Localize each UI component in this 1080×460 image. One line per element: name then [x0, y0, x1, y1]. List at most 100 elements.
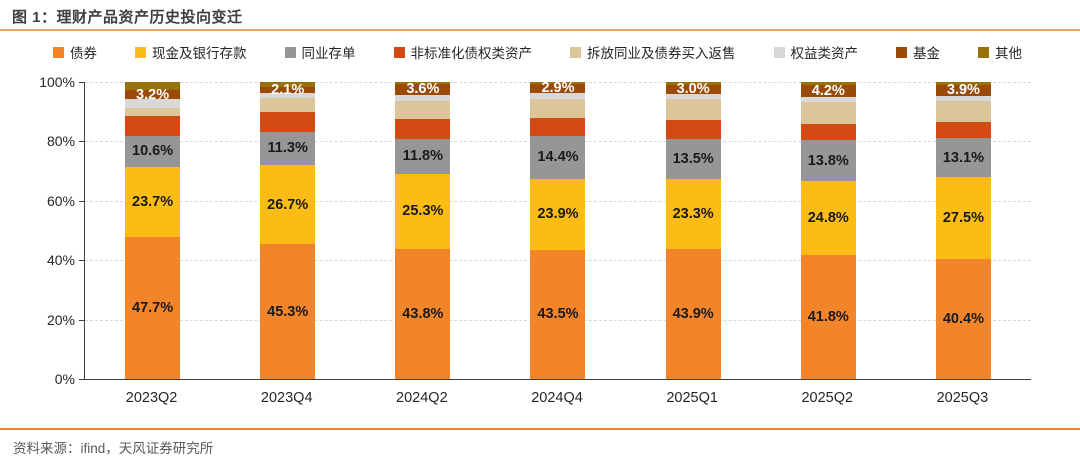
legend-item: 非标准化债权类资产 [393, 42, 532, 62]
x-tick-label: 2025Q3 [936, 390, 989, 406]
bar-segment: 3.6% [395, 81, 451, 98]
bar-segment: 3.9% [935, 83, 991, 97]
plot-area: 0% 20% 40% 60% 80% 100% 47.7% 23.7% 10.6% 3.2% 45.… [39, 74, 1031, 387]
bar-slot: 43.5% 23.9% 14.4% 2.9% [490, 81, 625, 379]
bar-segment [935, 121, 991, 139]
bar-segment [395, 119, 451, 139]
bar-segment: 14.4% [530, 136, 586, 179]
y-tick-label: 0% [54, 371, 75, 387]
bar-segment: 24.8% [800, 181, 856, 255]
bar-segment [800, 97, 856, 102]
bar-column: 41.8% 24.8% 13.8% 4.2% [800, 82, 856, 379]
legend-item: 现金及银行存款 [135, 42, 247, 62]
bar-segment: 11.3% [260, 131, 316, 166]
bar-segment: 13.5% [665, 139, 721, 180]
legend-item: 拆放同业及债券买入返售 [570, 42, 736, 62]
legend-item: 基金 [896, 42, 940, 62]
footer-divider [0, 428, 1080, 430]
bar-column: 43.8% 25.3% 11.8% 3.6% [395, 81, 451, 379]
bar-segment: 4.2% [800, 82, 856, 99]
bar-segment: 27.5% [935, 177, 991, 260]
x-tick-label: 2023Q2 [125, 390, 178, 406]
bar-segment [665, 93, 721, 100]
bar-segment [665, 82, 721, 86]
segment-data-label: 23.3% [672, 205, 714, 222]
bar-segment [530, 82, 586, 85]
bar-segment [800, 101, 856, 124]
segment-data-label: 11.8% [402, 148, 444, 165]
bar-segment [260, 93, 316, 99]
legend-item: 其他 [978, 42, 1022, 62]
segment-data-label: 43.5% [537, 306, 579, 323]
bar-segment [935, 82, 991, 85]
segment-data-label: 3.2% [136, 86, 170, 103]
bar-column: 43.9% 23.3% 13.5% 3.0% [665, 82, 721, 379]
bar-slot: 47.7% 23.7% 10.6% 3.2% [85, 82, 220, 379]
bar-segment [125, 107, 181, 116]
bar-segment [395, 100, 451, 120]
page-title: 图 1：理财产品资产历史投向变迁 [12, 9, 243, 26]
bar-segment: 25.3% [395, 173, 451, 249]
bar-column: 47.7% 23.7% 10.6% 3.2% [125, 82, 181, 379]
segment-data-label: 11.3% [267, 140, 308, 157]
bar-segment [665, 99, 721, 121]
y-tick-label: 60% [46, 192, 75, 209]
y-tick-label: 40% [46, 252, 75, 269]
x-tick-label: 2024Q4 [531, 390, 583, 406]
segment-data-label: 26.7% [267, 196, 309, 213]
bar-segment: 40.4% [935, 259, 991, 379]
bar-segment: 47.7% [125, 237, 181, 379]
segment-data-label: 45.3% [267, 303, 309, 320]
legend-swatch-icon [135, 46, 146, 58]
bar-segment: 2.1% [260, 83, 316, 97]
bar-segment: 13.1% [935, 138, 991, 178]
legend-label: 同业存单 [301, 46, 356, 61]
bar-slot: 45.3% 26.7% 11.3% 2.1% [220, 82, 355, 379]
bar-segment [260, 82, 316, 87]
bar-segment [800, 123, 856, 141]
y-axis-tick [79, 82, 85, 83]
bar-segment: 23.9% [530, 178, 586, 250]
bar-segment: 23.7% [125, 166, 181, 238]
bar-segment [395, 82, 451, 85]
segment-data-label: 43.8% [402, 305, 444, 322]
segment-data-label: 3.6% [406, 81, 440, 98]
bar-column: 43.5% 23.9% 14.4% 2.9% [530, 81, 586, 379]
bars-container: 47.7% 23.7% 10.6% 3.2% 45.3% 26.7% 11.3% 2.1% 43… [85, 81, 1031, 379]
bar-segment [800, 82, 856, 85]
segment-data-label: 47.7% [132, 299, 174, 316]
x-tick-label: 2025Q1 [666, 390, 718, 406]
legend-label: 债券 [70, 46, 97, 61]
bar-segment [935, 101, 991, 122]
source-note: 资料来源：ifind，天风证券研究所 [13, 441, 214, 456]
bar-segment [935, 96, 991, 102]
y-axis-tick [79, 260, 85, 262]
bar-segment [125, 115, 181, 136]
segment-data-label: 4.2% [811, 82, 845, 99]
bar-segment: 2.9% [530, 81, 586, 95]
bar-column: 40.4% 27.5% 13.1% 3.9% [935, 82, 991, 379]
legend-label: 拆放同业及债券买入返售 [587, 46, 736, 61]
x-tick-label: 2025Q2 [801, 390, 854, 406]
bar-segment: 45.3% [260, 244, 316, 379]
bar-slot: 41.8% 24.8% 13.8% 4.2% [761, 82, 896, 379]
bar-segment: 3.0% [665, 82, 721, 96]
segment-data-label: 10.6% [132, 142, 174, 159]
bar-segment [665, 120, 721, 140]
y-axis-tick [79, 319, 85, 321]
y-tick-label: 100% [39, 74, 75, 90]
bar-segment [260, 98, 316, 113]
title-divider [0, 29, 1080, 31]
segment-data-label: 24.8% [807, 209, 849, 226]
bar-column: 45.3% 26.7% 11.3% 2.1% [260, 82, 316, 379]
bar-segment [395, 94, 451, 101]
y-tick-label: 80% [46, 133, 75, 150]
segment-data-label: 14.4% [537, 149, 579, 166]
y-axis-tick [79, 141, 85, 143]
bar-segment: 23.3% [665, 179, 721, 249]
bar-segment: 10.6% [125, 135, 181, 167]
segment-data-label: 40.4% [942, 310, 984, 327]
y-tick-label: 20% [46, 311, 75, 328]
x-tick-label: 2024Q2 [396, 390, 448, 406]
